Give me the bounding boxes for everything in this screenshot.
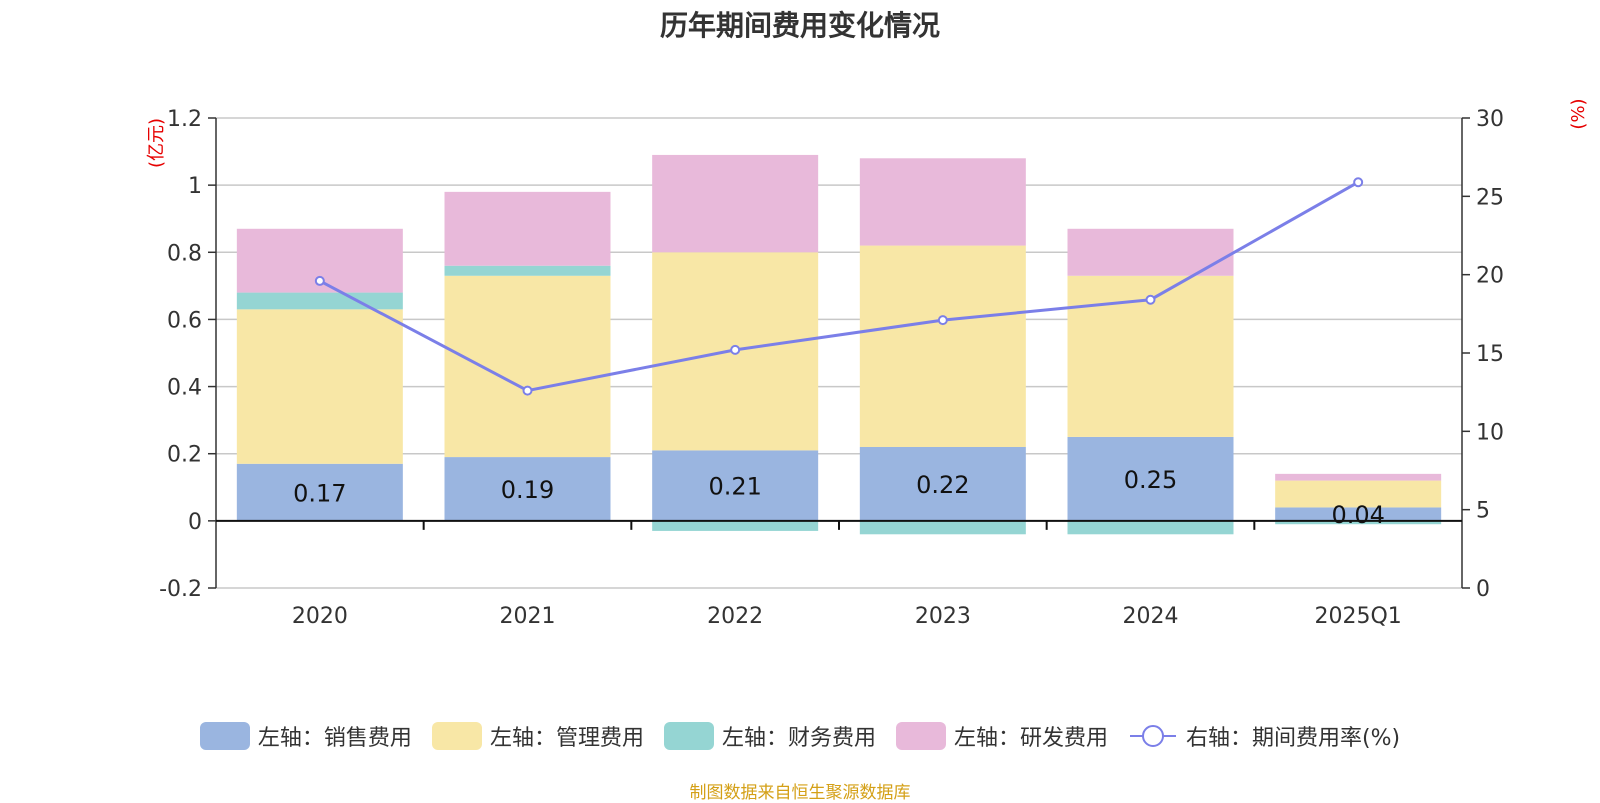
bar-sales-2021 xyxy=(444,457,611,521)
right-axis-tick-label: 5 xyxy=(1476,499,1490,524)
legend-line-marker-icon xyxy=(1129,725,1176,747)
left-axis-tick-label: 0.8 xyxy=(167,241,202,266)
left-axis-tick-label: 0 xyxy=(188,510,202,535)
bar-admin-2025Q1 xyxy=(1275,480,1442,508)
legend-label-admin: 左轴：管理费用 xyxy=(489,726,644,751)
left-axis-tick-label: 1 xyxy=(188,174,202,199)
rate-point xyxy=(1145,294,1156,305)
legend-label-rate: 右轴：期间费用率(%) xyxy=(1185,726,1401,751)
rate-point xyxy=(1353,177,1364,188)
right-axis-tick-label: 25 xyxy=(1476,185,1504,210)
bar-finance-2020 xyxy=(236,292,403,310)
data-label-sales: 0.22 xyxy=(916,471,969,499)
bar-rnd-2025Q1 xyxy=(1275,473,1442,481)
rate-point xyxy=(937,315,948,326)
right-axis-tick-label: 10 xyxy=(1476,420,1504,445)
left-axis-tick-label: 0.6 xyxy=(167,308,202,333)
bar-rnd-2022 xyxy=(652,154,819,253)
legend-label-sales: 左轴：销售费用 xyxy=(257,726,412,751)
legend: 左轴：销售费用 左轴：管理费用 左轴：财务费用 左轴：研发费用 右轴：期间费用率… xyxy=(0,720,1600,752)
bar-admin-2021 xyxy=(444,275,611,458)
right-axis-tick-label: 20 xyxy=(1476,264,1504,289)
left-axis-unit: (亿元) xyxy=(146,118,167,168)
x-axis-label: 2025Q1 xyxy=(1315,604,1402,629)
bar-finance-2024 xyxy=(1067,520,1234,535)
legend-swatch-admin xyxy=(431,722,482,750)
bar-sales-2023 xyxy=(859,447,1026,521)
bar-rnd-2024 xyxy=(1067,228,1234,276)
bar-admin-2020 xyxy=(236,309,403,464)
data-label-sales: 0.04 xyxy=(1331,501,1384,529)
data-label-sales: 0.25 xyxy=(1124,466,1177,494)
rate-point xyxy=(522,385,533,396)
right-axis-unit: (%) xyxy=(1568,98,1589,129)
legend-item-rnd[interactable]: 左轴：研发费用 xyxy=(895,720,1108,752)
bar-admin-2023 xyxy=(859,245,1026,447)
legend-label-finance: 左轴：财务费用 xyxy=(721,726,876,751)
legend-item-sales[interactable]: 左轴：销售费用 xyxy=(199,720,412,752)
right-axis-tick-label: 30 xyxy=(1476,107,1504,132)
bar-sales-2022 xyxy=(652,450,819,521)
left-axis-tick-label: 0.4 xyxy=(167,376,202,401)
rate-line xyxy=(319,180,1359,393)
left-axis-tick-label: -0.2 xyxy=(159,577,202,602)
bar-rnd-2023 xyxy=(859,158,1026,246)
left-axis-tick-label: 0.2 xyxy=(167,443,202,468)
rate-point xyxy=(314,275,325,286)
legend-item-rate[interactable]: 右轴：期间费用率(%) xyxy=(1128,720,1400,752)
left-axis-tick-label: 1.2 xyxy=(167,107,202,132)
legend-swatch-rnd xyxy=(895,722,946,750)
bar-finance-2023 xyxy=(859,520,1026,535)
bar-rnd-2021 xyxy=(444,191,611,266)
data-label-sales: 0.17 xyxy=(293,479,346,507)
bar-finance-2022 xyxy=(652,520,819,531)
legend-swatch-finance xyxy=(663,722,714,750)
legend-item-admin[interactable]: 左轴：管理费用 xyxy=(431,720,644,752)
x-axis-label: 2022 xyxy=(707,604,763,629)
chart-title: 历年期间费用变化情况 xyxy=(659,9,940,42)
right-axis-tick-label: 0 xyxy=(1476,577,1490,602)
legend-label-rnd: 左轴：研发费用 xyxy=(953,726,1108,751)
right-axis-tick-label: 15 xyxy=(1476,342,1504,367)
bar-finance-2025Q1 xyxy=(1275,520,1442,525)
legend-item-finance[interactable]: 左轴：财务费用 xyxy=(663,720,876,752)
legend-swatch-sales xyxy=(199,722,250,750)
data-source-note: 制图数据来自恒生聚源数据库 xyxy=(689,783,911,803)
x-axis-label: 2021 xyxy=(500,604,556,629)
bar-sales-2025Q1 xyxy=(1275,507,1442,521)
data-label-sales: 0.19 xyxy=(501,476,554,504)
x-axis-label: 2020 xyxy=(292,604,348,629)
x-axis-label: 2023 xyxy=(915,604,971,629)
rate-point xyxy=(730,344,741,355)
bar-finance-2021 xyxy=(444,265,611,276)
x-axis-label: 2024 xyxy=(1123,604,1179,629)
bar-sales-2024 xyxy=(1067,436,1234,521)
data-label-sales: 0.21 xyxy=(708,473,761,501)
bar-sales-2020 xyxy=(236,463,403,521)
